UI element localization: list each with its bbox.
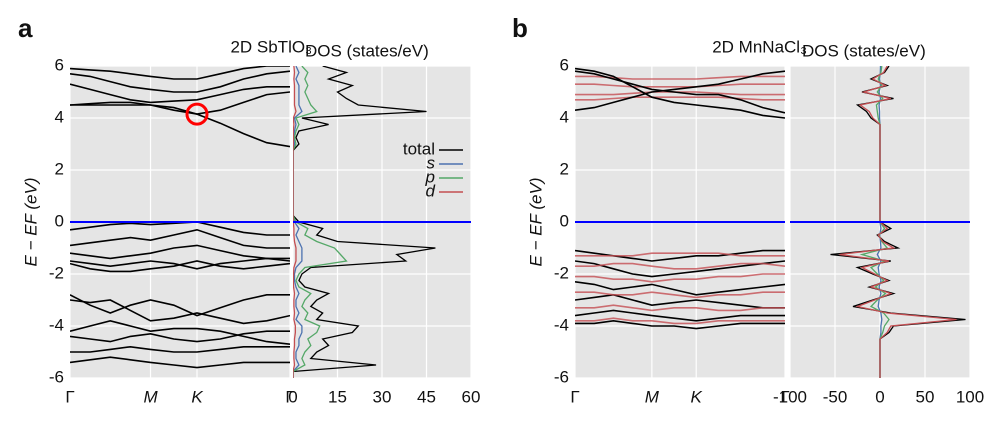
band-line bbox=[575, 70, 785, 111]
y-tick-label: 0 bbox=[560, 211, 569, 230]
plot-lines bbox=[575, 67, 785, 330]
panel-label: b bbox=[512, 13, 528, 43]
legend-label: p bbox=[425, 167, 435, 186]
band-line bbox=[70, 221, 290, 236]
y-tick-label: -6 bbox=[49, 367, 64, 386]
x-tick-label: -100 bbox=[773, 387, 807, 406]
x-tick-label: K bbox=[691, 387, 703, 406]
band-line bbox=[70, 70, 290, 93]
axis-label: DOS (states/eV) bbox=[802, 41, 926, 60]
band-line bbox=[575, 309, 785, 322]
band-line bbox=[70, 104, 290, 148]
x-tick-label: K bbox=[191, 387, 203, 406]
band-line bbox=[575, 83, 785, 88]
band-line bbox=[575, 262, 785, 270]
band-line bbox=[70, 299, 290, 325]
x-tick-label: 50 bbox=[916, 387, 935, 406]
band-line bbox=[575, 304, 785, 312]
y-tick-label: 2 bbox=[55, 159, 64, 178]
panel-label: a bbox=[18, 13, 33, 43]
band-line bbox=[575, 260, 785, 278]
x-tick-label: Γ bbox=[780, 387, 789, 406]
y-tick-label: -2 bbox=[554, 263, 569, 282]
chart-title: 2D SbTlO₃ bbox=[230, 37, 312, 56]
y-tick-label: -2 bbox=[49, 263, 64, 282]
band-line bbox=[70, 228, 290, 249]
band-line bbox=[575, 252, 785, 257]
band-line bbox=[575, 317, 785, 325]
x-tick-label: 60 bbox=[462, 387, 481, 406]
x-tick-label: 0 bbox=[288, 387, 297, 406]
legend-label: total bbox=[403, 139, 435, 158]
x-tick-label: 0 bbox=[875, 387, 884, 406]
x-tick-label: 30 bbox=[373, 387, 392, 406]
y-tick-label: -6 bbox=[554, 367, 569, 386]
band-line bbox=[70, 260, 290, 273]
band-line bbox=[575, 249, 785, 262]
band-line bbox=[70, 91, 290, 115]
y-tick-label: -4 bbox=[49, 315, 64, 334]
x-tick-label: -50 bbox=[823, 387, 848, 406]
y-tick-label: -4 bbox=[554, 315, 569, 334]
x-tick-label: 15 bbox=[328, 387, 347, 406]
y-tick-label: 4 bbox=[55, 107, 64, 126]
band-line bbox=[70, 330, 290, 343]
x-tick-label: M bbox=[645, 387, 660, 406]
band-line bbox=[70, 319, 290, 345]
y-axis-label: E − EF (eV) bbox=[526, 178, 545, 267]
y-tick-label: 6 bbox=[560, 55, 569, 74]
x-tick-label: M bbox=[143, 387, 158, 406]
band-line bbox=[575, 319, 785, 330]
y-tick-label: 4 bbox=[560, 107, 569, 126]
y-tick-label: 6 bbox=[55, 55, 64, 74]
band-line bbox=[575, 293, 785, 309]
band-line bbox=[575, 281, 785, 296]
band-line bbox=[70, 66, 290, 80]
band-line bbox=[70, 294, 290, 317]
band-line bbox=[70, 257, 290, 270]
band-line bbox=[70, 83, 290, 104]
plot-lines bbox=[70, 66, 290, 369]
x-tick-label: 45 bbox=[417, 387, 436, 406]
x-tick-label: Γ bbox=[285, 387, 294, 406]
y-axis-label: E − EF (eV) bbox=[21, 178, 40, 267]
legend-label: s bbox=[427, 153, 436, 172]
x-tick-label: 100 bbox=[956, 387, 984, 406]
band-line bbox=[575, 70, 785, 114]
band-line bbox=[70, 244, 290, 260]
x-tick-label: Γ bbox=[65, 387, 74, 406]
band-line bbox=[70, 345, 290, 353]
x-tick-label: Γ bbox=[570, 387, 579, 406]
axis-label: DOS (states/eV) bbox=[305, 41, 429, 60]
band-line bbox=[575, 67, 785, 119]
legend-label: d bbox=[426, 181, 436, 200]
band-line bbox=[575, 96, 785, 101]
annotation-circle bbox=[185, 102, 209, 126]
band-line bbox=[575, 291, 785, 299]
band-line bbox=[575, 273, 785, 283]
chart-title: 2D MnNaCl₃ bbox=[712, 37, 807, 56]
band-line bbox=[70, 356, 290, 369]
y-tick-label: 2 bbox=[560, 159, 569, 178]
y-tick-label: 0 bbox=[55, 211, 64, 230]
